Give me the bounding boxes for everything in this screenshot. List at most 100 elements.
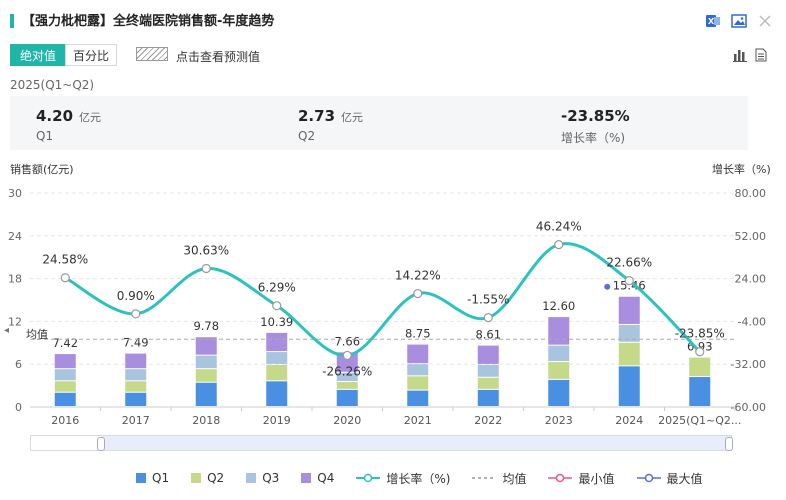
growth-point — [413, 288, 423, 299]
range-slider-left-handle[interactable] — [97, 437, 105, 451]
legend-growth[interactable]: 增长率（%) — [356, 470, 450, 487]
bar-q1 — [548, 379, 570, 406]
y2-tick-label: -4.00 — [738, 315, 766, 328]
legend-q1[interactable]: Q1 — [136, 471, 169, 485]
growth-label: 22.66% — [606, 256, 652, 270]
growth-point — [483, 313, 493, 323]
range-slider-right-handle[interactable] — [725, 437, 733, 451]
legend-q4-label: Q4 — [317, 471, 335, 485]
bar-q1 — [689, 377, 711, 406]
growth-point — [695, 347, 705, 357]
legend-min-label: 最小值 — [578, 471, 615, 486]
legend-growth-swatch — [356, 473, 381, 483]
legend-max-label: 最大值 — [666, 471, 703, 486]
legend-q2-swatch — [191, 473, 202, 483]
svg-text:X: X — [708, 17, 715, 26]
summary-q2: 2.73 亿元 Q2 — [298, 106, 363, 143]
y2-tick-label: 52.00 — [735, 230, 767, 243]
period-label: 2025(Q1~Q2) — [10, 78, 95, 92]
legend: Q1 Q2 Q3 Q4 增长率（%) 均值 最小值 最大值 — [136, 470, 725, 486]
growth-point — [554, 240, 564, 250]
x-tick-label: 2022 — [474, 414, 502, 427]
bar-q1 — [54, 392, 76, 406]
summary-q2-label: Q2 — [298, 129, 316, 143]
bar-total-label: 12.60 — [542, 299, 575, 313]
legend-q4[interactable]: Q4 — [301, 471, 334, 485]
excel-export-icon[interactable]: X — [704, 12, 722, 30]
legend-average-swatch — [472, 477, 497, 479]
legend-q3-swatch — [246, 473, 257, 483]
image-export-icon[interactable] — [730, 12, 748, 30]
summary-q1-unit: 亿元 — [79, 111, 102, 124]
bar-total-label: 9.78 — [193, 319, 219, 333]
bar-total-label: 8.61 — [475, 328, 501, 342]
bar-q1 — [407, 390, 429, 406]
bar-total-label: 7.49 — [123, 336, 149, 350]
bar-q2 — [54, 381, 76, 392]
forecast-hatch-swatch[interactable] — [136, 47, 168, 61]
x-tick-label: 2021 — [404, 414, 432, 427]
summary-q2-unit: 亿元 — [341, 111, 364, 124]
bar-q3 — [336, 372, 358, 382]
growth-point — [60, 273, 70, 283]
bar-q4 — [336, 352, 358, 372]
y2-tick-label: 24.00 — [735, 273, 767, 286]
y2-axis-title: 增长率（%) — [712, 163, 771, 176]
percentage-tab[interactable]: 百分比 — [65, 44, 117, 66]
bar-chart-icon[interactable] — [731, 46, 749, 64]
bar-q3 — [548, 345, 570, 362]
bar-q3 — [266, 352, 288, 364]
legend-average[interactable]: 均值 — [472, 470, 526, 487]
forecast-toggle-label[interactable]: 点击查看预测值 — [176, 50, 261, 64]
table-icon[interactable] — [752, 46, 770, 64]
close-icon[interactable] — [756, 12, 774, 30]
bar-q2 — [689, 357, 711, 377]
growth-label: 14.22% — [395, 269, 441, 283]
legend-q3[interactable]: Q3 — [246, 471, 279, 485]
y2-tick-label: -32.00 — [731, 358, 766, 371]
range-slider[interactable] — [30, 435, 733, 451]
bar-q4 — [266, 332, 288, 352]
bar-q2 — [125, 381, 147, 392]
legend-min[interactable]: 最小值 — [548, 470, 615, 487]
y-tick-label: 6 — [15, 358, 22, 371]
bar-q2 — [618, 342, 640, 366]
growth-label: 46.24% — [536, 220, 582, 234]
bar-q2 — [336, 382, 358, 389]
bar-q4 — [195, 337, 217, 355]
bar-q4 — [407, 344, 429, 364]
average-marker: ◂ — [4, 325, 9, 336]
growth-label: -26.26% — [322, 364, 372, 378]
bar-total-label: 7.66 — [334, 334, 360, 348]
legend-q1-label: Q1 — [152, 471, 170, 485]
title-accent-bar — [10, 14, 14, 28]
bar-q2 — [548, 362, 570, 379]
growth-point — [342, 350, 352, 361]
legend-max[interactable]: 最大值 — [636, 470, 703, 487]
summary-growth-label: 增长率（%) — [561, 131, 626, 145]
y-tick-label: 18 — [8, 273, 22, 286]
bar-q1 — [266, 381, 288, 406]
bar-q1 — [336, 389, 358, 406]
bar-q4 — [125, 353, 147, 369]
growth-point — [624, 276, 634, 286]
y2-tick-label: -60.00 — [731, 401, 766, 414]
growth-line — [64, 242, 701, 357]
bar-q2 — [407, 376, 429, 390]
legend-q2[interactable]: Q2 — [191, 471, 224, 485]
bar-q4 — [477, 345, 499, 364]
growth-label: -1.55% — [467, 293, 509, 307]
growth-label: 6.29% — [258, 281, 296, 295]
legend-average-label: 均值 — [502, 471, 527, 486]
average-label: 均值 — [26, 328, 48, 341]
bar-q3 — [195, 355, 217, 369]
bar-q3 — [477, 364, 499, 377]
y-axis-title: 销售额(亿元) — [10, 163, 74, 176]
legend-growth-label: 增长率（%) — [386, 471, 451, 486]
legend-min-swatch — [548, 473, 573, 483]
range-slider-selection — [101, 436, 731, 450]
bar-q1 — [477, 389, 499, 406]
x-tick-label: 2024 — [615, 414, 643, 427]
growth-label: 30.63% — [183, 243, 229, 257]
